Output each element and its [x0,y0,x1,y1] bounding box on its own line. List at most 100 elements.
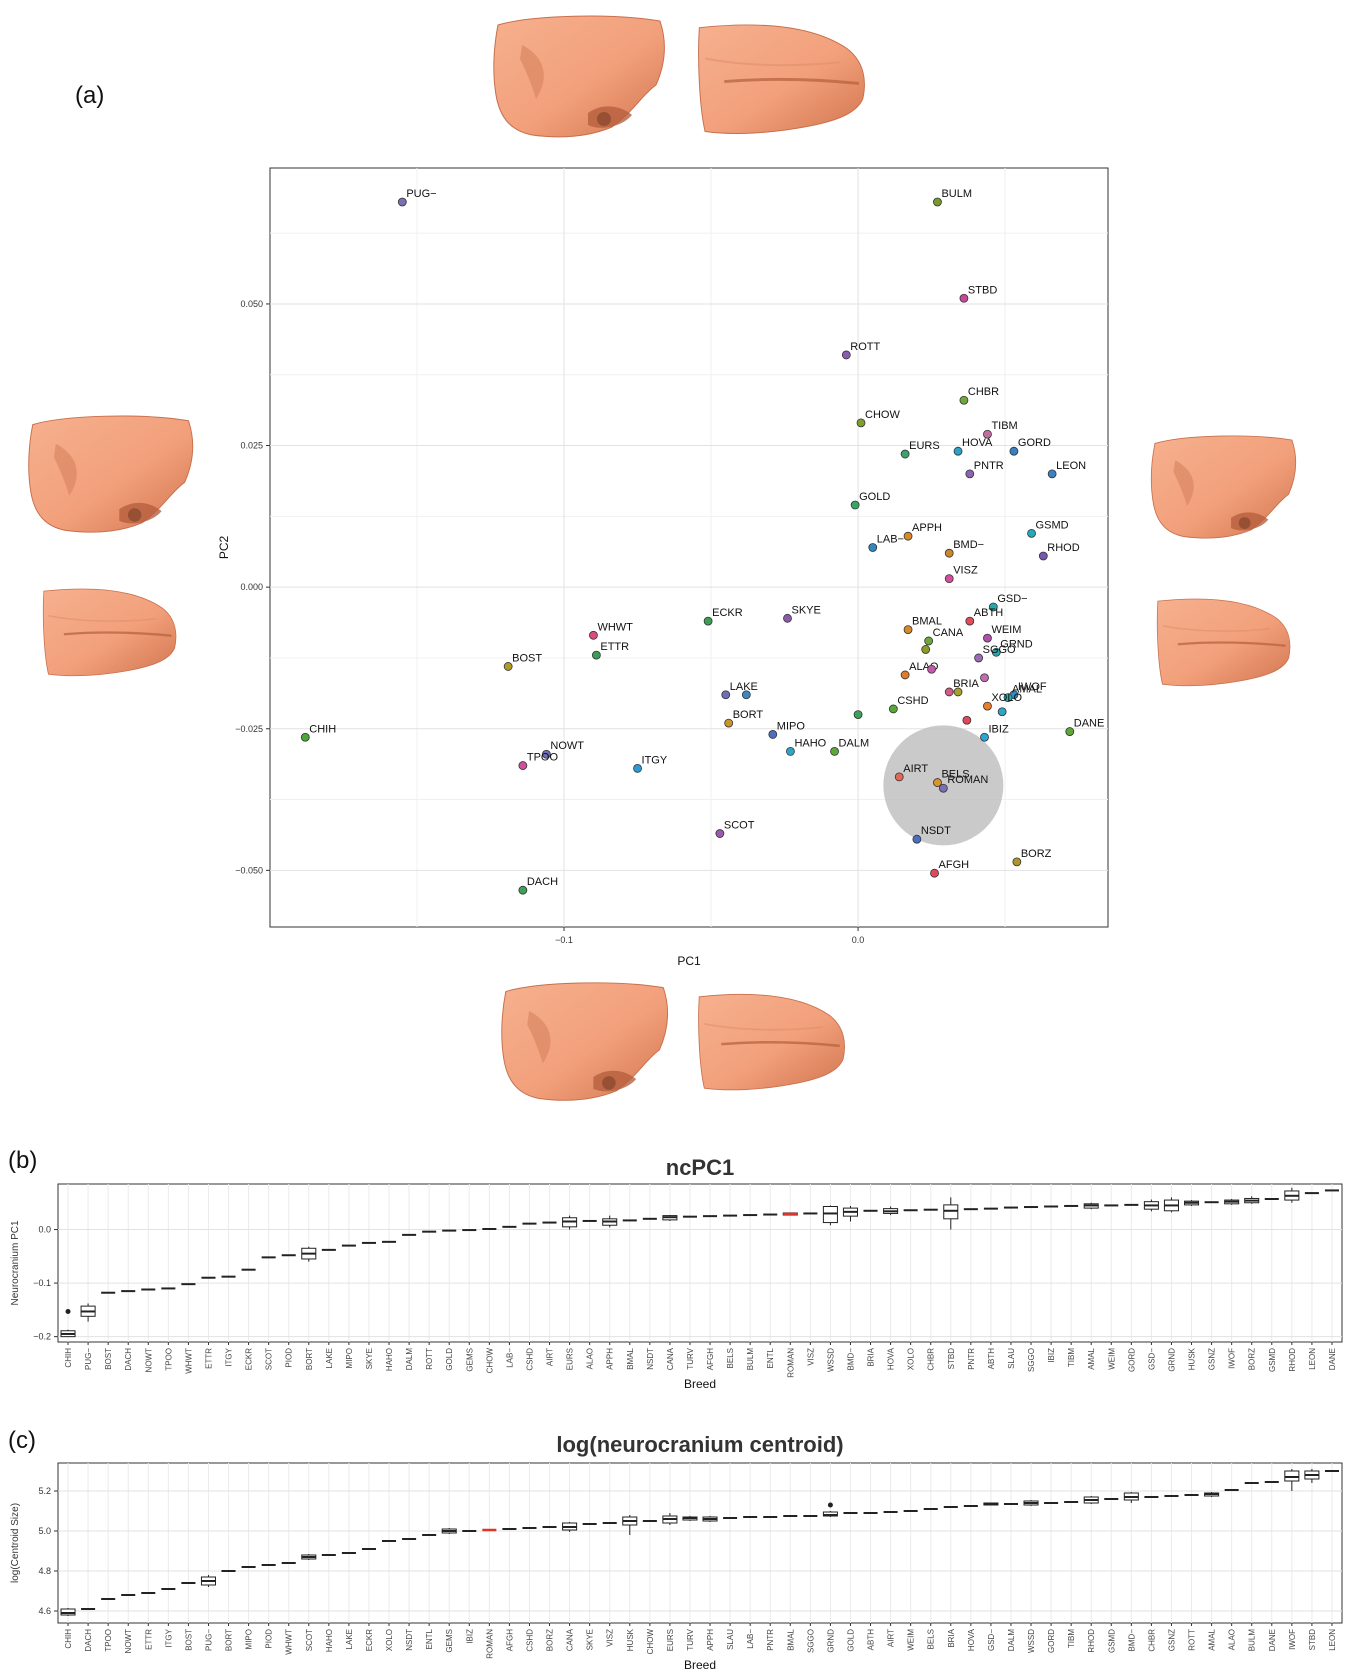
y-tick-label: −0.2 [33,1332,51,1342]
scatter-point [921,645,931,654]
x-tick-label: −0.1 [555,935,573,945]
neurocranium-lateral-view-right [1150,435,1297,539]
x-tick-label: BELS [726,1348,735,1368]
x-tick-label: BORZ [1248,1348,1257,1370]
boxplot-title: log(neurocranium centroid) [556,1432,843,1457]
y-tick-label: −0.1 [33,1278,51,1288]
x-tick-label: NOWT [124,1629,133,1654]
scatter-point [933,197,942,207]
x-tick-label: LEON [1328,1629,1337,1651]
scatter-point [900,449,910,459]
x-tick-label: HOVA [967,1628,976,1651]
ncpc1-boxplot: ncPC1 0.0 −0.1 −0.2 CHIH PUG− BOST DACH NOWT TPOO… [10,1155,1343,1391]
x-tick-label: TURV [686,1628,695,1650]
scatter-point [589,630,598,640]
point-label: TIBM [991,420,1017,432]
x-tick-label: GRND [826,1629,835,1653]
x-tick-label: DACH [84,1629,93,1652]
scatter-point [959,293,969,303]
y-tick-label: 4.8 [38,1566,51,1576]
plot-frame [57,1183,1343,1343]
point-label: GSMD [1036,519,1069,531]
centroid-boxplot: log(neurocranium centroid) 5.2 5.0 4.8 4.6 CH… [10,1432,1343,1672]
boxplot-title: ncPC1 [666,1155,734,1180]
x-tick-label: PIOD [265,1629,274,1649]
x-tick-label: CANA [566,1628,575,1651]
point-label: AFGH [939,859,970,871]
x-tick-label: ROTT [425,1348,434,1370]
x-tick-label: LAB− [746,1629,755,1649]
point-label: HOVA [962,437,993,449]
x-tick-label: ROMAN [786,1348,795,1378]
neurocranium-dorsal-view-top [697,23,866,135]
x-tick-label: ENTL [766,1347,775,1368]
scatter-point [988,602,998,612]
x-axis-title: Breed [684,1658,716,1672]
x-tick-label: DALM [1007,1629,1016,1652]
x-tick-label: BULM [746,1348,755,1371]
scatter-point [953,446,963,456]
x-tick-label: CHBR [1147,1629,1156,1652]
scatter-point [1065,727,1075,736]
point-label: APPH [912,522,942,534]
x-tick-label: SLAU [726,1629,735,1650]
scatter-point [903,625,913,635]
scatter-point [944,574,954,584]
point-label: ITGY [642,754,668,766]
x-tick-label: AIRT [546,1348,555,1366]
scatter-point [983,429,992,439]
x-tick-label: ALAO [586,1348,595,1369]
panel-label-c: (c) [8,1427,36,1454]
x-tick-label: PNTR [766,1629,775,1651]
x-tick-label: ROMAN [485,1629,494,1659]
neurocranium-lateral-view-bottom [501,982,669,1101]
point-label: GORD [1018,437,1051,449]
scatter-point [983,701,992,711]
y-axis-title: log(Centroid Size) [10,1503,21,1583]
point-label: WEIM [991,624,1021,636]
x-tick-label: VISZ [806,1348,815,1366]
scatter-point [830,747,839,756]
x-tick-label: BMD− [846,1348,855,1371]
point-label: LAKE [730,681,758,693]
point-label: CHIH [309,723,336,735]
x-tick-label: 0.0 [852,935,865,945]
x-tick-label: AMAL [1087,1347,1096,1369]
scatter-point [868,543,878,552]
y-tick-label: 0.0 [38,1225,51,1235]
x-tick-label: PIOD [285,1348,294,1368]
x-tick-label: HUSK [626,1628,635,1651]
x-tick-label: WEIM [1107,1348,1116,1370]
x-tick-label: ENTL [425,1628,434,1649]
point-label: AIRT [903,763,928,775]
x-tick-label: BORZ [546,1629,555,1651]
scatter-point [962,715,972,725]
scatter-point [965,469,975,479]
scatter-point [944,548,954,558]
x-tick-label: BELS [927,1629,936,1649]
scatter-point [721,690,731,700]
x-tick-label: RHOD [1288,1348,1297,1372]
x-tick-label: MIPO [245,1629,254,1649]
box-outlier [827,1502,833,1508]
x-tick-label: STBD [947,1348,956,1370]
point-label: GSD− [997,593,1027,605]
point-label: BRIA [953,678,979,690]
scatter-point [894,772,904,782]
point-label: SCOT [724,820,755,832]
point-label: DALM [839,737,870,749]
scatter-point [900,670,910,680]
x-tick-label: ALAO [1228,1629,1237,1650]
scatter-point [503,662,513,671]
point-label: BMAL [912,616,942,628]
point-label: SGGO [983,644,1016,656]
point-label: LAB− [877,534,904,546]
y-axis-title: PC2 [217,536,231,560]
x-tick-label: IWOF [1288,1629,1297,1650]
x-tick-label: TIBM [1067,1629,1076,1648]
x-tick-label: DANE [1328,1348,1337,1370]
scatter-point [518,885,528,895]
point-label: HAHO [794,737,826,749]
y-tick-label: 0.025 [240,441,263,451]
